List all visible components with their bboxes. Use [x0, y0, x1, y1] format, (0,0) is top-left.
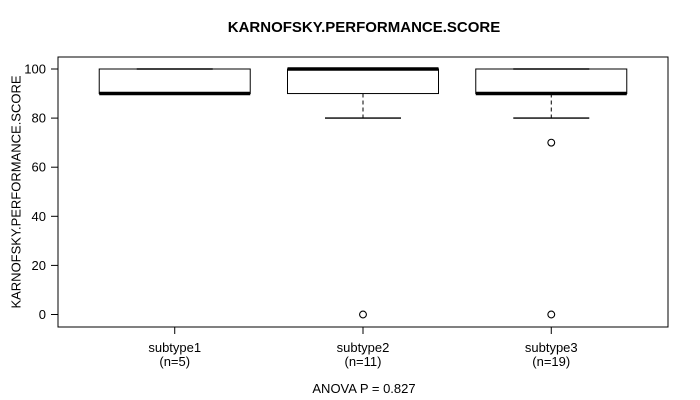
- boxplot-group-subtype2: subtype2(n=11): [287, 67, 439, 369]
- boxplot-group-subtype1: subtype1(n=5): [98, 68, 251, 369]
- y-axis-tick-label: 80: [32, 111, 46, 126]
- group-sublabel: (n=11): [345, 354, 382, 369]
- y-axis-tick-label: 60: [32, 160, 46, 175]
- outlier-point: [359, 310, 367, 319]
- boxplot-group-subtype3: subtype3(n=19): [475, 68, 628, 369]
- outlier-point: [547, 138, 556, 147]
- chart-title: KARNOFSKY.PERFORMANCE.SCORE: [227, 19, 501, 36]
- iqr-box: [98, 68, 251, 95]
- y-axis-label: KARNOFSKY.PERFORMANCE.SCORE: [8, 75, 24, 309]
- outlier-point: [547, 310, 556, 319]
- y-axis-tick-label: 100: [24, 62, 46, 77]
- anova-note: ANOVA P = 0.827: [312, 381, 416, 396]
- y-axis-tick-label: 20: [32, 258, 46, 273]
- group-sublabel: (n=19): [532, 354, 570, 369]
- group-sublabel: (n=5): [159, 354, 190, 369]
- y-axis-tick-label: 40: [32, 209, 46, 224]
- group-label: subtype1: [148, 340, 201, 355]
- group-label: subtype2: [337, 340, 390, 355]
- iqr-box: [475, 68, 628, 95]
- iqr-box: [287, 68, 439, 95]
- group-label: subtype3: [525, 340, 578, 355]
- y-axis-tick-label: 0: [39, 307, 46, 322]
